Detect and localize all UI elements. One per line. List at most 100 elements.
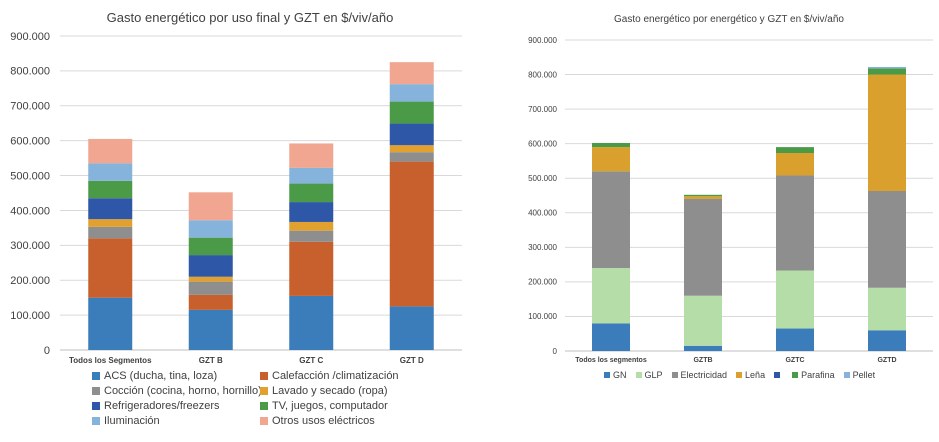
bar-segment [684, 194, 722, 197]
bar-segment [592, 323, 630, 351]
legend-label: Iluminación [104, 415, 160, 427]
bar-segment [868, 330, 906, 351]
x-tick-label: GZTD [877, 357, 896, 364]
y-tick-labels: 0 100.000 200.000 300.000 400.000 500.000 600.… [10, 31, 50, 357]
legend-swatch [92, 387, 100, 395]
legend-label: Otros usos eléctricos [272, 415, 375, 427]
bar-segment [868, 66, 906, 69]
legend-label: TV, juegos, computador [272, 400, 388, 412]
bar-segment [188, 255, 233, 277]
end-use-chart-svg: Gasto energético por uso final y GZT en … [10, 10, 462, 365]
bar-segment [389, 152, 434, 162]
bar-segment [289, 202, 334, 222]
legend-item: Parafina [792, 370, 835, 380]
legend-swatch [774, 372, 781, 378]
legend-swatch [92, 417, 100, 425]
y-tick-label: 500.000 [10, 170, 50, 182]
bar-segment [289, 143, 334, 168]
bar-segment [776, 147, 814, 153]
legend-label: GN [613, 370, 627, 380]
legend-label: GLP [644, 370, 663, 380]
bar-segment [289, 295, 334, 350]
chart-title: Gasto energético por energético y GZT en… [614, 14, 844, 25]
y-tick-label: 0 [553, 347, 558, 356]
bar-segment [776, 175, 814, 271]
bars [592, 66, 906, 351]
legend-item: Cocción (cocina, horno, hornillo) [92, 385, 262, 397]
bar-segment [684, 295, 722, 346]
legend-label: Cocción (cocina, horno, hornillo) [104, 385, 262, 397]
bar-segment [289, 221, 334, 231]
bar-segment [88, 163, 133, 181]
bar-segment [592, 142, 630, 148]
y-tick-labels: 0 100.000 200.000 300.000 400.000 500.000 600.… [528, 36, 557, 356]
y-tick-label: 100.000 [10, 310, 50, 322]
bar-segment [389, 161, 434, 307]
legend-item: GN [604, 370, 627, 380]
legend-swatch [843, 372, 850, 378]
legend-label: Refrigeradores/freezers [104, 400, 220, 412]
y-tick-label: 900.000 [528, 36, 557, 45]
bar-segment [188, 309, 233, 350]
chart-by-energy-source: Gasto energético por energético y GZT en… [500, 0, 939, 442]
legend-item: Lavado y secado (ropa) [260, 385, 450, 397]
bar-segment [88, 219, 133, 227]
bar-segment [776, 270, 814, 329]
legend-label: Lavado y secado (ropa) [272, 385, 388, 397]
x-tick-labels: Todos los Segmentos GZT B GZT C GZT D [69, 356, 424, 365]
bar-segment [88, 226, 133, 239]
legend-label: Electricidad [680, 370, 728, 380]
legend-swatch [260, 387, 268, 395]
y-tick-label: 100.000 [528, 312, 557, 321]
bar-segment [88, 138, 133, 164]
legend-swatch [92, 402, 100, 410]
legend-item: ACS (ducha, tina, loza) [92, 370, 260, 382]
bar-segment [684, 345, 722, 351]
x-tick-label: GZTB [693, 357, 712, 364]
y-tick-label: 800.000 [10, 66, 50, 78]
legend-label: Parafina [801, 370, 835, 380]
legend-label: Pellet [852, 370, 876, 380]
legend-item: Iluminación [92, 415, 260, 427]
legend-item: Refrigeradores/freezers [92, 400, 260, 412]
legend-swatch [260, 372, 268, 380]
bar-segment [289, 241, 334, 296]
bar-segment [868, 68, 906, 75]
legend-swatch [260, 417, 268, 425]
bar-segment [88, 238, 133, 298]
legend-label: ACS (ducha, tina, loza) [104, 370, 218, 382]
y-tick-label: 0 [44, 345, 50, 357]
x-tick-labels: Todos los segmentos GZTB GZTC GZTD [575, 357, 896, 364]
x-tick-label: GZT D [400, 356, 424, 365]
y-tick-label: 200.000 [528, 278, 557, 287]
y-tick-label: 800.000 [528, 70, 557, 79]
legend-item: Leña [736, 370, 765, 380]
legend-swatch [635, 372, 642, 378]
legend-item [774, 370, 783, 380]
bar-segment [188, 237, 233, 256]
y-tick-label: 300.000 [528, 243, 557, 252]
bar-segment [389, 306, 434, 350]
legend-item: Calefacción /climatización [260, 370, 450, 382]
bar-segment [389, 101, 434, 124]
x-tick-label: GZT C [299, 356, 323, 365]
bar-segment [592, 171, 630, 269]
legend-item: Electricidad [671, 370, 728, 380]
energy-source-chart-svg: Gasto energético por energético y GZT en… [528, 14, 933, 364]
legend-item: Pellet [843, 370, 876, 380]
y-tick-label: 500.000 [528, 174, 557, 183]
bar-segment [289, 167, 334, 184]
y-tick-label: 900.000 [10, 31, 50, 43]
bar-segment [684, 198, 722, 296]
legend-swatch [671, 372, 678, 378]
y-tick-label: 600.000 [10, 136, 50, 148]
legend-swatch [92, 372, 100, 380]
y-tick-label: 300.000 [10, 240, 50, 252]
bar-segment [389, 84, 434, 102]
y-tick-label: 400.000 [10, 205, 50, 217]
bar-segment [188, 294, 233, 310]
bar-segment [592, 147, 630, 172]
legend: GN GLP Electricidad Leña Parafina Pellet [604, 370, 875, 380]
bar-segment [289, 183, 334, 203]
x-tick-label: Todos los segmentos [575, 357, 647, 364]
